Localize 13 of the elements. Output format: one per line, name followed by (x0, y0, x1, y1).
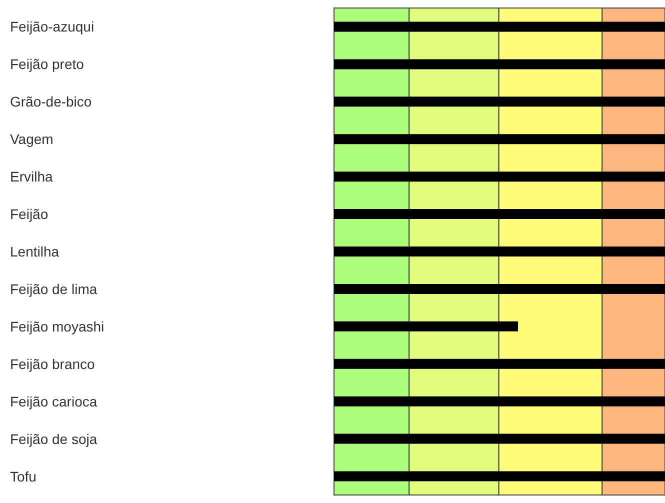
y-tick-label: Grão-de-bico (10, 94, 92, 110)
y-tick-label: Feijão de soja (10, 430, 98, 447)
y-tick-label: Feijão-azuqui (10, 18, 94, 35)
y-tick-label: Feijão carioca (10, 393, 98, 410)
y-tick-label: Ervilha (10, 168, 54, 185)
y-tick-label: Feijão (10, 206, 48, 222)
y-tick-label: Lentilha (10, 244, 60, 260)
y-tick-label: Feijão moyashi (10, 318, 104, 334)
y-tick-label: Vagem (10, 131, 54, 148)
y-tick-label: Tofu (10, 468, 36, 484)
y-tick-label: Feijão branco (10, 356, 96, 372)
y-tick-label: Feijão de lima (10, 280, 98, 297)
y-tick-label: Feijão preto (10, 56, 84, 72)
